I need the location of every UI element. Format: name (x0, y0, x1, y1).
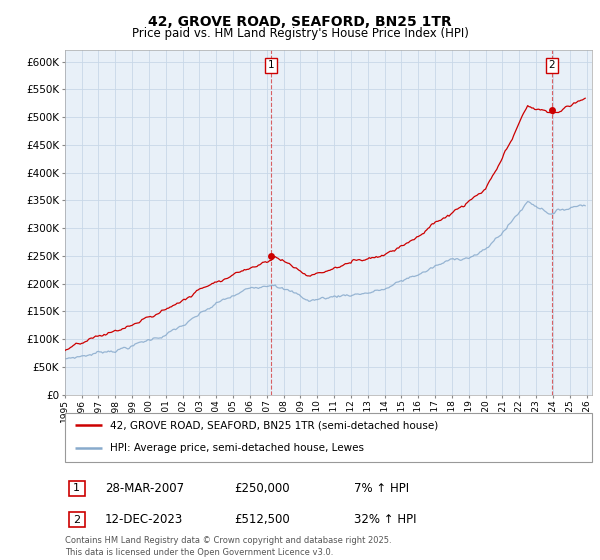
Text: 12-DEC-2023: 12-DEC-2023 (105, 513, 183, 526)
Text: HPI: Average price, semi-detached house, Lewes: HPI: Average price, semi-detached house,… (110, 443, 364, 453)
Text: 2: 2 (73, 515, 80, 525)
Text: £512,500: £512,500 (234, 513, 290, 526)
Text: 32% ↑ HPI: 32% ↑ HPI (354, 513, 416, 526)
Text: 42, GROVE ROAD, SEAFORD, BN25 1TR (semi-detached house): 42, GROVE ROAD, SEAFORD, BN25 1TR (semi-… (110, 420, 438, 430)
Text: Price paid vs. HM Land Registry's House Price Index (HPI): Price paid vs. HM Land Registry's House … (131, 27, 469, 40)
Text: £250,000: £250,000 (234, 482, 290, 495)
Text: 42, GROVE ROAD, SEAFORD, BN25 1TR: 42, GROVE ROAD, SEAFORD, BN25 1TR (148, 15, 452, 29)
Text: 2: 2 (549, 60, 556, 71)
Text: 28-MAR-2007: 28-MAR-2007 (105, 482, 184, 495)
Text: Contains HM Land Registry data © Crown copyright and database right 2025.
This d: Contains HM Land Registry data © Crown c… (65, 536, 391, 557)
Text: 7% ↑ HPI: 7% ↑ HPI (354, 482, 409, 495)
Text: 1: 1 (268, 60, 274, 71)
Text: 1: 1 (73, 483, 80, 493)
